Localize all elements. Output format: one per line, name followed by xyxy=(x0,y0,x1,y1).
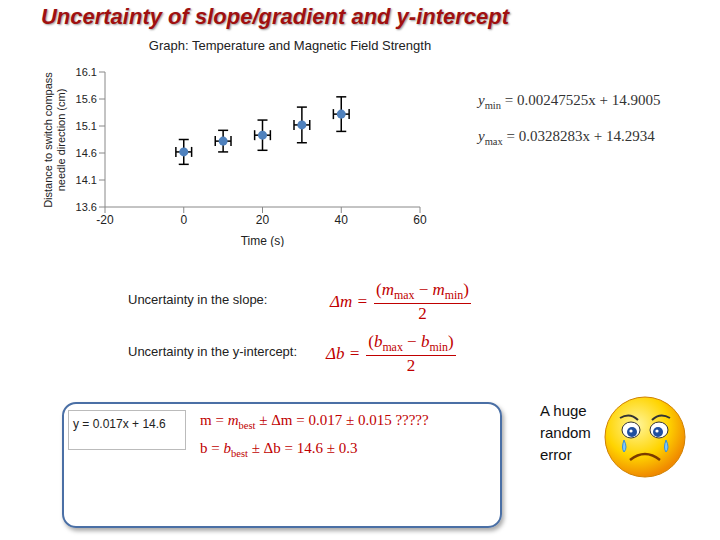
svg-text:14.1: 14.1 xyxy=(76,174,97,186)
html-text:needle direction (cm): needle direction (cm) xyxy=(55,88,67,192)
html-text:y = 0.017x + 14.6: y = 0.017x + 14.6 xyxy=(73,417,166,431)
html-text:Graph: Temperature and Magneti: Graph: Temperature and Magnetic Field St… xyxy=(148,38,432,53)
svg-text:13.6: 13.6 xyxy=(76,201,97,213)
html-text:Uncertainty in the slope:: Uncertainty in the slope: xyxy=(128,292,268,307)
html-text:Uncertainty in the y-intercept: Uncertainty in the y-intercept: xyxy=(128,344,298,359)
html-text:Uncertainty of slope/gradient: Uncertainty of slope/gradient and y-inte… xyxy=(40,4,510,29)
svg-text:20: 20 xyxy=(256,213,270,227)
svg-text:0: 0 xyxy=(180,213,187,227)
html-text:2: 2 xyxy=(418,304,427,324)
svg-text:14.6: 14.6 xyxy=(76,147,97,159)
html-text:ymin = 0.00247525x + 14.9005: ymin = 0.00247525x + 14.9005 xyxy=(478,92,661,111)
svg-text:Time (s): Time (s) xyxy=(241,234,285,247)
svg-text:15.1: 15.1 xyxy=(76,120,97,132)
html-text:(bmax− bmin): (bmax− bmin) xyxy=(368,332,454,355)
html-text:b = bbest± Δb = 14.6 ± 0.3: b = bbest± Δb = 14.6 ± 0.3 xyxy=(200,440,358,459)
html-text:Δm =: Δm = xyxy=(330,292,368,312)
html-text:A huge: A huge xyxy=(540,402,587,419)
html-text:error: error xyxy=(540,446,572,463)
svg-text:40: 40 xyxy=(335,213,349,227)
html-text:Distance to switch compass: Distance to switch compass xyxy=(42,72,54,208)
html-text:2: 2 xyxy=(406,356,416,376)
svg-text:60: 60 xyxy=(413,213,427,227)
html-text:(mmax− mmin): (mmax− mmin) xyxy=(376,280,469,303)
html-text:m = mbest± Δm = 0.017 ± 0.015: m = mbest± Δm = 0.017 ± 0.015 ????? xyxy=(200,412,429,431)
svg-text:16.1: 16.1 xyxy=(76,66,97,78)
html-text:ymax = 0.0328283x + 14.2934: ymax = 0.0328283x + 14.2934 xyxy=(478,128,655,147)
html-text:Δb =: Δb = xyxy=(326,344,361,364)
svg-text:-20: -20 xyxy=(96,213,114,227)
svg-text:15.6: 15.6 xyxy=(76,93,97,105)
html-text:random: random xyxy=(540,424,591,441)
